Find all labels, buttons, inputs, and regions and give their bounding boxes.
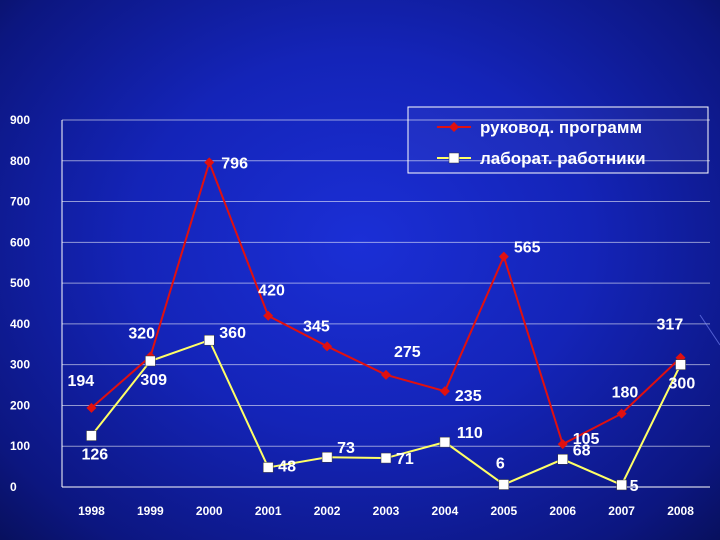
data-label: 110 [457,425,483,442]
x-tick-label: 2006 [549,504,576,518]
gridlines [61,119,710,488]
decorative-diagonal [699,314,720,346]
y-tick-label: 800 [10,154,30,168]
data-point [263,310,274,321]
data-point [557,439,568,450]
y-axis-ticks: 0 100 200 300 400 500 600 700 800 900 [10,113,30,494]
x-tick-label: 1998 [78,504,105,518]
y-tick-label: 100 [10,439,30,453]
x-axis-ticks: 1998 1999 2000 2001 2002 2003 2004 2005 2006 2007… [78,504,694,518]
data-point [381,369,391,380]
legend-marker-1 [448,152,460,164]
x-tick-label: 2002 [314,504,341,518]
legend-marker-0 [449,122,459,132]
data-point [675,359,686,370]
data-label: 309 [140,372,167,389]
y-tick-label: 400 [10,317,30,331]
data-point [86,402,97,413]
data-label: 180 [612,385,639,402]
series-layer [86,157,686,491]
data-point [439,436,451,448]
data-label: 5 [630,478,639,495]
data-point [557,454,568,465]
data-point [321,451,333,463]
data-labels: 194 320 796 420 345 275 235 565 105 180 317 126 309 3… [67,155,695,495]
legend-label-1: лаборат. работники [480,149,646,168]
data-label: 320 [128,326,155,343]
data-point [616,479,627,491]
y-tick-label: 600 [10,235,30,249]
data-point [380,452,392,464]
y-tick-label: 300 [10,358,30,372]
data-label: 126 [81,447,108,464]
data-label: 275 [394,344,421,361]
data-label: 345 [303,318,330,335]
x-tick-label: 1999 [137,504,164,518]
data-label: 6 [496,456,505,473]
data-label: 420 [258,283,285,300]
x-tick-label: 2004 [432,504,459,518]
data-point [204,334,215,346]
data-point [262,462,274,473]
data-label: 48 [278,458,296,475]
data-label: 565 [514,240,541,257]
x-tick-label: 2008 [667,504,694,518]
y-tick-label: 500 [10,276,30,290]
data-point [322,341,333,352]
series-line-0 [90,159,682,446]
data-point [439,386,450,397]
data-label: 105 [573,431,600,448]
data-label: 235 [455,388,482,405]
data-point [498,251,509,262]
data-point [145,355,156,367]
data-label: 796 [221,155,248,172]
x-tick-label: 2001 [255,504,282,518]
x-tick-label: 2003 [373,504,400,518]
data-label: 360 [219,325,246,342]
data-label: 194 [67,373,94,390]
y-tick-label: 700 [10,195,30,209]
x-tick-label: 2005 [490,504,517,518]
x-tick-label: 2000 [196,504,223,518]
y-tick-label: 0 [10,480,17,494]
legend: руковод. программ лаборат. работники [407,106,709,174]
data-label: 68 [573,442,591,459]
y-tick-label: 900 [10,113,30,127]
legend-label-0: руковод. программ [480,118,642,137]
data-label: 317 [657,317,684,334]
data-label: 71 [396,451,414,468]
x-tick-label: 2007 [608,504,635,518]
data-label: 300 [669,376,696,393]
data-point [86,430,97,441]
data-point [616,408,627,419]
data-point [204,157,215,168]
data-point [498,479,510,490]
data-label: 73 [337,440,355,457]
y-tick-label: 200 [10,398,30,412]
